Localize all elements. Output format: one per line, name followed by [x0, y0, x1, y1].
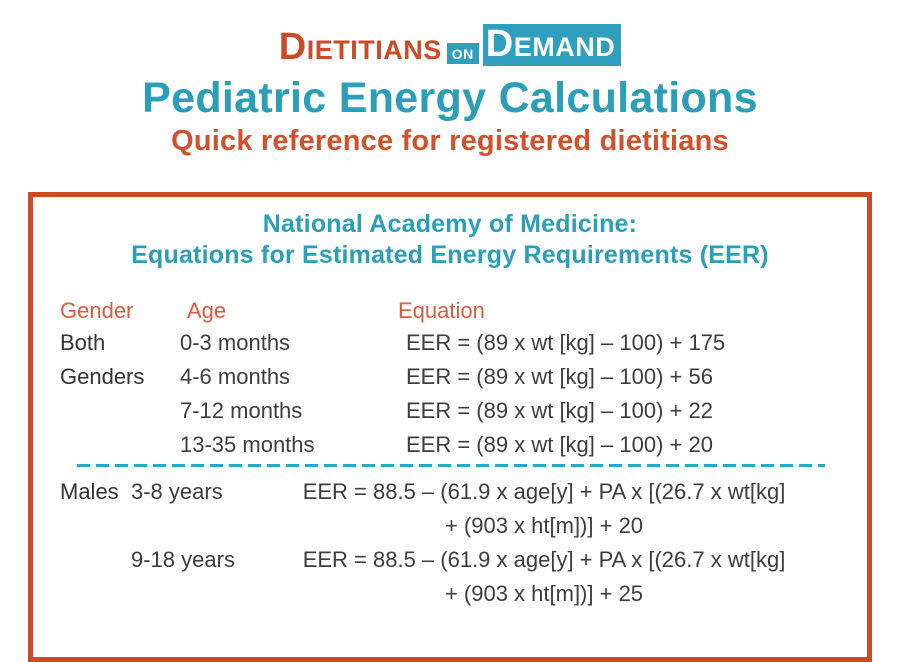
equation-value: EER = (89 x wt [kg] – 100) + 175 [406, 330, 726, 355]
age-value: 4-6 months [180, 364, 291, 389]
page-title: Pediatric Energy Calculations [142, 74, 758, 122]
eer-equations-panel: National Academy of Medicine: Equations … [28, 192, 872, 662]
logo-word-demand: D EMAND [482, 23, 622, 66]
eer-table-males: Males 3-8 years EER = 88.5 – (61.9 x age… [60, 475, 853, 611]
gender-label [60, 543, 131, 611]
equation-value: EER = 88.5 – (61.9 x age[y] + PA x [(26.… [235, 543, 853, 611]
logo-dietitians-rest: IETITIANS [306, 35, 442, 65]
gender-label [60, 428, 180, 462]
age-value: 3-8 years [131, 479, 223, 504]
equation-value: EER = (89 x wt [kg] – 100) + 56 [406, 364, 713, 389]
equation-value: EER = 88.5 – (61.9 x age[y] + PA x [(26.… [235, 475, 853, 543]
gender-label: Males [60, 479, 119, 504]
eer-table-both-genders: Gender Age Equation Both 0-3 months EER … [60, 296, 857, 462]
equation-line2: + (903 x ht[m])] + 25 [444, 581, 644, 606]
logo-word-dietitians: D IETITIANS [279, 28, 442, 66]
column-header-equation: Equation [398, 298, 485, 323]
equation-line1: EER = 88.5 – (61.9 x age[y] + PA x [(26.… [302, 479, 786, 504]
gender-label [60, 394, 180, 428]
gender-label: Genders [60, 364, 145, 389]
equation-value: EER = (89 x wt [kg] – 100) + 22 [406, 398, 713, 423]
column-header-age: Age [187, 298, 227, 323]
logo-dietitians-initial: D [278, 26, 307, 68]
gender-label: Both [60, 330, 106, 355]
age-value: 13-35 months [180, 432, 315, 457]
page-header: D IETITIANS ON D EMAND Pediatric Energy … [0, 24, 900, 159]
dietitians-on-demand-logo: D IETITIANS ON D EMAND [279, 23, 622, 66]
age-value: 7-12 months [180, 398, 303, 423]
logo-demand-rest: EMAND [513, 32, 616, 62]
age-value: 9-18 years [131, 547, 235, 572]
age-value: 0-3 months [180, 330, 291, 355]
equation-value: EER = (89 x wt [kg] – 100) + 20 [406, 432, 713, 457]
page-subtitle: Quick reference for registered dietitian… [171, 125, 729, 158]
logo-demand-initial: D [485, 23, 514, 65]
equation-line1: EER = 88.5 – (61.9 x age[y] + PA x [(26.… [302, 547, 786, 572]
dashed-section-divider [77, 464, 825, 467]
logo-on-badge: ON [446, 43, 479, 64]
panel-title: National Academy of Medicine: Equations … [33, 209, 867, 270]
panel-title-line2: Equations for Estimated Energy Requireme… [131, 240, 769, 269]
panel-title-line1: National Academy of Medicine: [262, 210, 638, 238]
equation-line2: + (903 x ht[m])] + 20 [444, 513, 644, 538]
column-header-gender: Gender [60, 298, 134, 323]
